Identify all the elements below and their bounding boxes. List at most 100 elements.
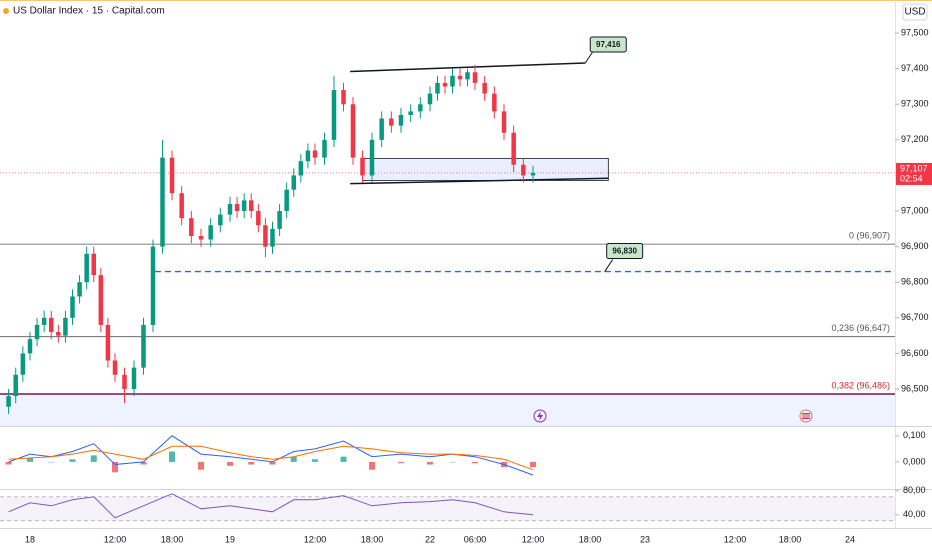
candle-body [189,218,194,236]
candle-body [450,75,455,87]
macd-histogram-bar [449,461,456,463]
candle-body [298,161,304,176]
candle-body [369,139,375,176]
channel-leader [584,50,594,64]
candle-body [482,82,487,94]
rsi-band-fill [0,496,895,521]
candle-body [122,374,127,389]
channel-zone [362,157,609,181]
channel-label: 97,416 [596,40,621,49]
x-tick-label: 12:00 [304,534,327,544]
macd-histogram-bar [48,461,55,463]
event-icon[interactable] [533,409,547,423]
candle-body [256,211,261,226]
rsi-tick-label: 40,00 [903,509,926,519]
macd-tick-label: 0,100 [903,430,926,440]
currency: USD [904,7,925,18]
macd-tick-label: 0,000 [903,456,926,466]
flag-icon[interactable] [799,409,813,423]
candle-body [442,82,448,87]
candle-body [208,225,213,240]
candle-body [322,139,327,158]
candle-body [77,282,82,297]
macd-histogram-bar [312,459,318,462]
candle-body [530,172,536,176]
macd-histogram-bar [369,461,375,470]
macd-histogram-bar [398,461,404,464]
candle-body [234,203,240,212]
target-label-box [606,243,644,260]
rsi-line [8,493,534,519]
candle-body [150,246,156,325]
macd-line [8,435,534,476]
candle-body [263,225,268,247]
x-tick-label: 18:00 [361,534,384,544]
candle-body [492,93,497,112]
fib-label: 0 (96,907) [849,231,890,241]
y-tick-label: 97,400 [901,63,929,73]
macd-histogram-bar [69,459,76,462]
y-tick-label: 97,300 [901,99,929,109]
x-tick-label: 18:00 [161,534,184,544]
candle-body [91,253,96,276]
macd-histogram-bar [90,455,97,462]
signal-line [8,445,534,471]
candle-body [112,360,118,375]
candle-body [521,164,526,176]
x-tick-label: 24 [845,534,855,544]
candle-body [241,200,247,212]
candle-body [227,203,233,215]
macd-histogram-bar [169,451,175,462]
candle-body [427,93,433,105]
macd-histogram-bar [198,461,204,470]
candle-body [472,72,478,83]
countdown: 02:54 [900,173,923,183]
y-tick-label: 96,900 [901,241,929,251]
y-tick-label: 97,000 [901,205,929,215]
macd-histogram-bar [472,461,478,464]
macd-histogram-bar [227,461,233,466]
macd-histogram-bar [5,461,12,465]
y-tick-label: 96,800 [901,277,929,287]
channel-label-box [589,36,627,53]
candle-body [249,200,254,212]
x-tick-label: 22 [425,534,435,544]
candle-body [398,114,404,126]
candle-body [270,228,275,247]
candle-body [379,118,384,140]
flag [802,413,810,419]
candle-body [418,104,423,112]
candle-body [511,132,516,165]
channel-top [350,62,586,73]
macd-histogram-bar [427,461,433,465]
lightning-icon [537,411,543,421]
candle-body [63,317,68,336]
channel-bottom [350,177,609,185]
candle-body [350,104,356,158]
candle-body [284,189,289,212]
y-tick-label: 96,500 [901,383,929,393]
x-tick-label: 12:00 [104,534,127,544]
chart-title: US Dollar Index · 15 · Capital.com [13,6,165,17]
rsi-tick-label: 80,00 [903,485,926,495]
macd-histogram-bar [248,461,255,465]
target-label: 96,830 [612,247,637,256]
macd-histogram-bar [269,461,276,465]
y-tick-label: 97,500 [901,27,929,37]
candle-body [291,175,296,190]
macd-histogram-bar [530,461,536,468]
candle-body [131,367,137,389]
y-tick-label: 97,200 [901,134,929,144]
candle-body [34,324,40,340]
candle-body [277,211,282,229]
candle-body [70,296,75,318]
x-tick-label: 12:00 [522,534,545,544]
x-tick-label: 18:00 [779,534,802,544]
x-tick-label: 18:00 [579,534,602,544]
candle-body [457,75,463,80]
macd-histogram-bar [112,461,118,473]
candle-body [105,324,111,361]
fib-label: 0,236 (96,647) [831,323,890,333]
